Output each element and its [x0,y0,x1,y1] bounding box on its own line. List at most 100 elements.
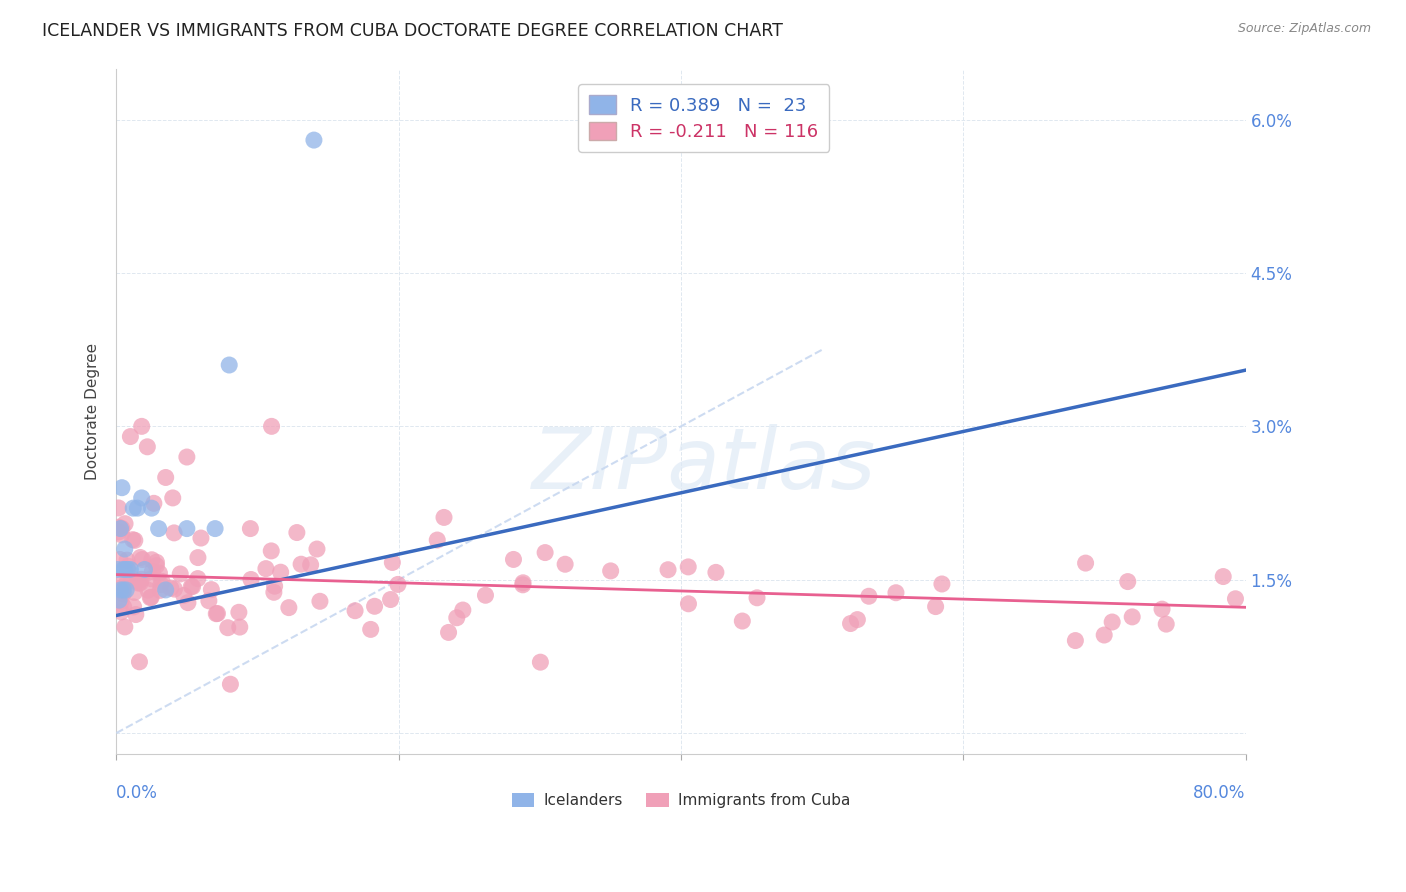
Point [254,561,277,575]
Point [107,524,129,539]
Point [117,559,139,574]
Point [263,579,285,593]
Point [344,604,367,618]
Point [120,429,142,443]
Point [129,576,152,591]
Point [1101,615,1123,629]
Point [110,522,132,536]
Point [228,605,250,619]
Point [187,572,209,586]
Point [924,599,946,614]
Point [131,419,153,434]
Point [474,588,496,602]
Point [111,521,134,535]
Point [131,572,153,586]
Point [128,655,150,669]
Point [162,491,184,505]
Point [120,562,142,576]
Point [190,531,212,545]
Point [305,542,328,557]
Point [263,585,285,599]
Point [205,607,228,621]
Point [107,562,129,576]
Point [380,592,402,607]
Point [433,510,456,524]
Point [529,655,551,669]
Point [122,599,145,614]
Point [437,625,460,640]
Point [426,533,449,547]
Text: ZIPatlas: ZIPatlas [531,425,876,508]
Point [1150,602,1173,616]
Point [114,620,136,634]
Legend: Icelanders, Immigrants from Cuba: Icelanders, Immigrants from Cuba [506,787,856,814]
Point [200,582,222,597]
Point [112,599,135,614]
Point [148,566,170,581]
Point [1212,569,1234,583]
Point [678,597,700,611]
Point [141,572,163,586]
Point [302,133,325,147]
Point [299,558,322,572]
Point [204,522,226,536]
Point [229,620,252,634]
Point [127,574,149,588]
Point [107,520,129,534]
Point [115,582,138,597]
Point [176,450,198,464]
Point [124,533,146,548]
Point [260,544,283,558]
Point [1225,591,1247,606]
Point [240,573,263,587]
Point [219,677,242,691]
Y-axis label: Doctorate Degree: Doctorate Degree [86,343,100,480]
Text: Source: ZipAtlas.com: Source: ZipAtlas.com [1237,22,1371,36]
Point [177,596,200,610]
Point [169,566,191,581]
Point [148,522,170,536]
Point [117,574,139,588]
Point [131,552,153,566]
Point [114,562,136,576]
Point [512,578,534,592]
Text: 80.0%: 80.0% [1194,784,1246,802]
Point [112,562,135,576]
Point [111,528,134,542]
Point [108,593,131,607]
Point [110,582,132,597]
Point [846,613,869,627]
Point [599,564,621,578]
Point [1154,617,1177,632]
Point [198,594,221,608]
Point [155,470,177,484]
Point [1074,556,1097,570]
Point [884,585,907,599]
Point [110,594,132,608]
Point [112,582,135,597]
Point [115,553,138,567]
Point [131,491,153,505]
Point [150,574,173,589]
Point [180,579,202,593]
Point [207,607,229,621]
Point [134,562,156,576]
Point [1092,628,1115,642]
Point [290,558,312,572]
Point [657,563,679,577]
Point [149,577,172,591]
Point [129,550,152,565]
Point [309,594,332,608]
Point [114,516,136,531]
Point [141,501,163,516]
Point [141,565,163,579]
Point [381,556,404,570]
Point [858,589,880,603]
Point [114,542,136,557]
Point [136,440,159,454]
Point [111,580,134,594]
Point [111,481,134,495]
Point [122,501,145,516]
Point [163,582,186,596]
Point [110,605,132,619]
